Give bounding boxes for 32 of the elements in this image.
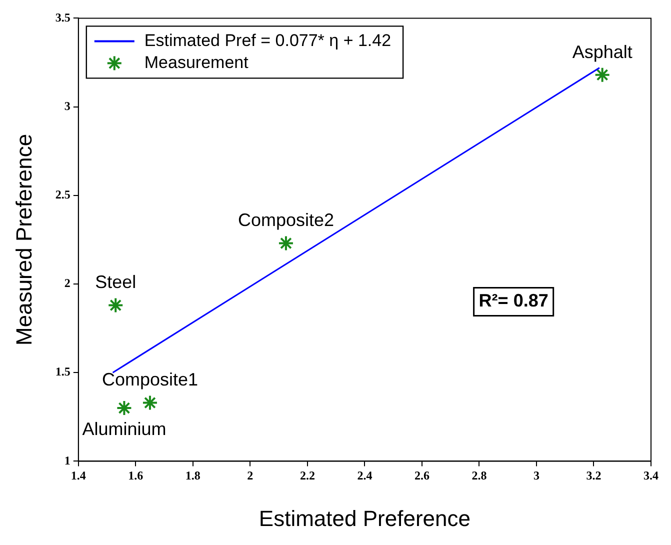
x-tick-label: 1.8: [185, 468, 200, 482]
annotation: Composite1: [102, 370, 198, 390]
legend-label: Measurement: [144, 52, 249, 72]
y-tick-label: 2: [64, 276, 70, 290]
y-tick-label: 3: [64, 98, 70, 113]
annotation: Composite2: [238, 210, 334, 230]
x-tick-label: 2.4: [357, 468, 372, 482]
annotation: Steel: [95, 272, 136, 292]
x-axis-title: Estimated Preference: [258, 506, 470, 531]
point: [108, 297, 124, 314]
x-tick-label: 3.2: [586, 468, 602, 482]
point: [116, 400, 132, 416]
y-tick-label: 3.5: [55, 10, 70, 24]
annotation: R²= 0.87: [478, 290, 548, 311]
x-tick-label: 3.4: [644, 468, 658, 482]
y-tick-label: 1: [64, 453, 70, 468]
x-tick-label: 2.6: [414, 468, 430, 482]
point: [278, 235, 294, 252]
y-tick-label: 1.5: [55, 364, 70, 379]
x-tick-label: 2.2: [300, 468, 315, 482]
y-axis-title: Measured Preference: [11, 134, 36, 346]
x-tick-label: 2.8: [472, 468, 487, 482]
annotation: Asphalt: [572, 42, 632, 62]
point: [594, 66, 610, 83]
x-tick-label: 1.6: [128, 468, 144, 482]
x-tick-label: 2: [247, 468, 254, 482]
point: [142, 394, 158, 411]
legend-label: Estimated Pref = 0.077* η + 1.42: [144, 30, 392, 50]
y-tick-label: 2.5: [55, 187, 70, 202]
annotation: Aluminium: [82, 419, 166, 440]
x-tick-label: 1.4: [70, 468, 86, 482]
x-tick-label: 3: [533, 468, 540, 482]
